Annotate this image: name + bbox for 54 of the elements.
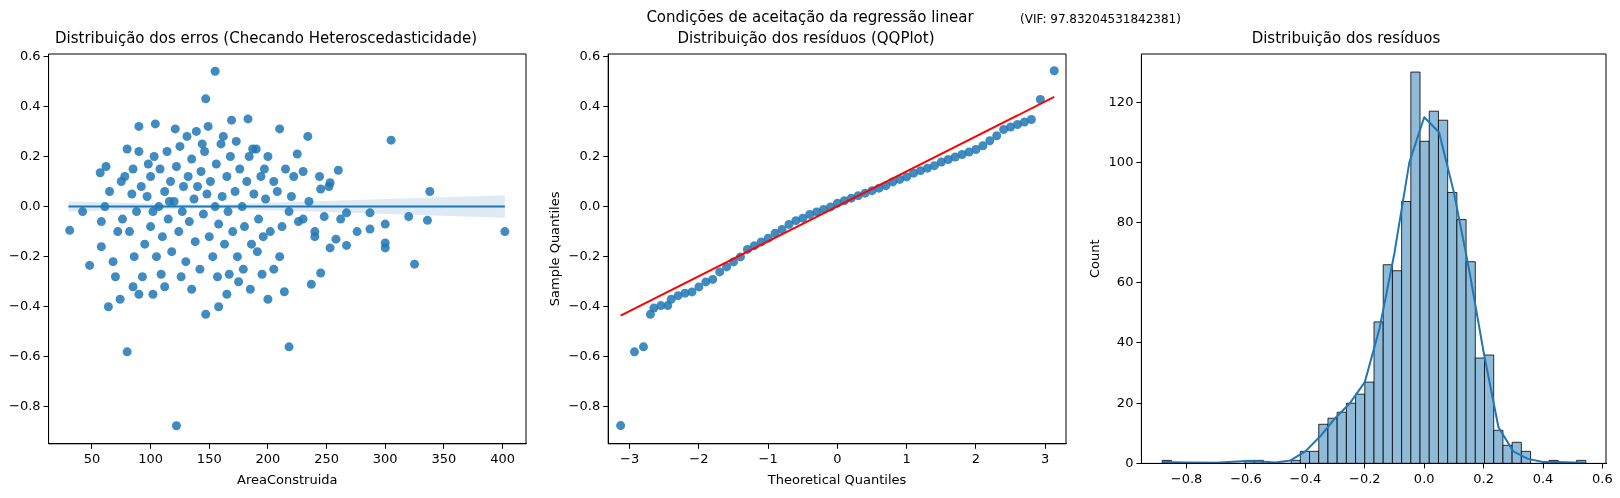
- y-tick-label: 100: [1108, 153, 1134, 169]
- x-tick-label: −0.2: [1349, 470, 1381, 486]
- y-tick-label: −0.2: [568, 248, 601, 264]
- text: (VIF: 97.83204531842381): [1020, 12, 1181, 26]
- y-tick-label: −0.4: [8, 298, 41, 314]
- x-tick-label: −0.6: [1230, 470, 1262, 486]
- x-tick-label: 150: [196, 450, 222, 466]
- x-tick-label: 0.0: [1413, 470, 1435, 486]
- y-tick-label: 0.6: [579, 48, 601, 64]
- x-tick-label: 0: [833, 450, 842, 466]
- y-axis-title: Count: [1087, 239, 1103, 278]
- x-tick-label: 0.6: [1592, 470, 1613, 486]
- y-tick-label: −0.4: [568, 298, 601, 314]
- x-tick-label: 2: [971, 450, 981, 466]
- x-tick-label: 3: [1041, 450, 1050, 466]
- x-tick-label: −0.8: [1170, 470, 1203, 486]
- text: Condições de aceitação da regressão linear: [646, 8, 974, 26]
- x-tick-label: 200: [255, 450, 281, 466]
- x-tick-label: 400: [490, 450, 515, 466]
- x-tick-label: 300: [372, 450, 398, 466]
- y-axis-title: Sample Quantiles: [547, 191, 563, 307]
- y-tick-label: 0.2: [579, 148, 601, 164]
- y-tick-label: −0.8: [8, 398, 41, 414]
- y-tick-label: −0.8: [568, 398, 601, 414]
- x-tick-label: 0.2: [1473, 470, 1494, 486]
- x-tick-label: 250: [314, 450, 339, 466]
- chart-title: Distribuição dos resíduos: [1251, 28, 1441, 47]
- y-tick-label: 0.4: [579, 98, 601, 114]
- y-tick-label: 0.2: [19, 147, 41, 163]
- y-tick-label: 40: [1116, 334, 1134, 350]
- x-tick-label: 50: [83, 450, 101, 466]
- y-tick-label: 0.0: [19, 197, 41, 213]
- x-tick-label: −1: [758, 450, 778, 466]
- x-tick-label: 0.4: [1532, 470, 1554, 486]
- x-tick-label: 1: [902, 450, 911, 466]
- y-tick-label: 0.4: [19, 97, 41, 113]
- chart-title: Distribuição dos resíduos (QQPlot): [677, 28, 935, 47]
- x-tick-label: −3: [620, 450, 640, 466]
- x-tick-label: −2: [689, 450, 709, 466]
- x-tick-label: 350: [431, 450, 457, 466]
- x-axis-title: AreaConstruida: [237, 471, 338, 487]
- x-axis-title: Theoretical Quantiles: [766, 471, 907, 487]
- chart-title: Distribuição dos erros (Checando Heteroscedasticidade): [54, 28, 478, 47]
- y-tick-label: −0.2: [8, 248, 41, 264]
- x-tick-label: −0.4: [1289, 470, 1322, 486]
- y-tick-label: 0.6: [19, 47, 41, 63]
- y-tick-label: 80: [1116, 213, 1134, 229]
- y-tick-label: 60: [1116, 274, 1134, 290]
- y-tick-label: −0.6: [568, 348, 601, 364]
- y-tick-label: −0.6: [8, 348, 41, 364]
- x-tick-label: 100: [138, 450, 164, 466]
- y-tick-label: 0.0: [579, 198, 601, 214]
- y-tick-label: 20: [1116, 394, 1134, 410]
- y-tick-label: 120: [1108, 93, 1134, 109]
